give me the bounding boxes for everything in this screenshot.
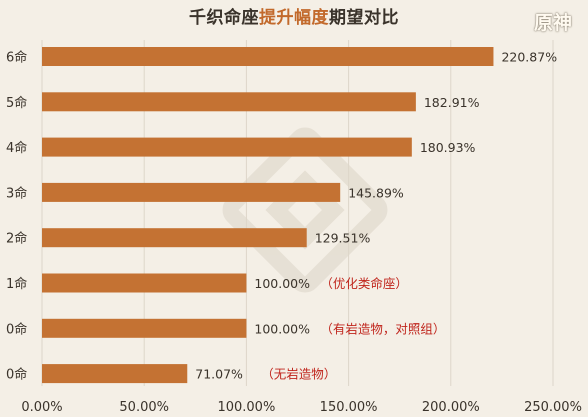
y-tick-label: 0命 bbox=[6, 367, 27, 383]
bar bbox=[42, 182, 341, 202]
y-tick-label: 1命 bbox=[6, 276, 27, 292]
bar bbox=[42, 92, 416, 112]
data-label: 145.89% bbox=[348, 185, 404, 200]
y-tick-label: 3命 bbox=[6, 185, 27, 201]
y-tick-label: 4命 bbox=[6, 140, 27, 156]
annotation-label: （有岩造物，对照组） bbox=[320, 321, 445, 336]
bar bbox=[42, 318, 247, 338]
bar bbox=[42, 47, 494, 66]
y-tick-label: 2命 bbox=[6, 231, 27, 247]
bar bbox=[42, 273, 247, 293]
chart-title: 千织命座提升幅度期望对比 bbox=[189, 8, 399, 28]
y-tick-label: 5命 bbox=[6, 95, 27, 111]
data-label: 100.00% bbox=[254, 321, 310, 336]
y-tick-label: 0命 bbox=[6, 321, 27, 337]
x-tick-label: 250.00% bbox=[524, 400, 582, 415]
data-label: 182.91% bbox=[424, 95, 480, 110]
x-tick-label: 100.00% bbox=[217, 400, 275, 415]
data-label: 100.00% bbox=[254, 276, 310, 291]
x-tick-label: 150.00% bbox=[320, 400, 378, 415]
x-tick-label: 200.00% bbox=[422, 400, 480, 415]
data-label: 71.07% bbox=[195, 367, 243, 382]
annotation-label: （无岩造物） bbox=[261, 367, 336, 382]
bar bbox=[42, 137, 412, 157]
x-tick-label: 50.00% bbox=[119, 400, 169, 415]
data-label: 180.93% bbox=[420, 140, 476, 155]
bar bbox=[42, 228, 307, 248]
x-tick-label: 0.00% bbox=[21, 400, 62, 415]
bar bbox=[42, 364, 188, 384]
genshin-logo: 原神 bbox=[533, 12, 572, 34]
data-label: 129.51% bbox=[315, 231, 371, 246]
y-tick-label: 6命 bbox=[6, 50, 27, 66]
annotation-label: （优化类命座） bbox=[320, 276, 408, 291]
data-label: 220.87% bbox=[501, 50, 557, 65]
